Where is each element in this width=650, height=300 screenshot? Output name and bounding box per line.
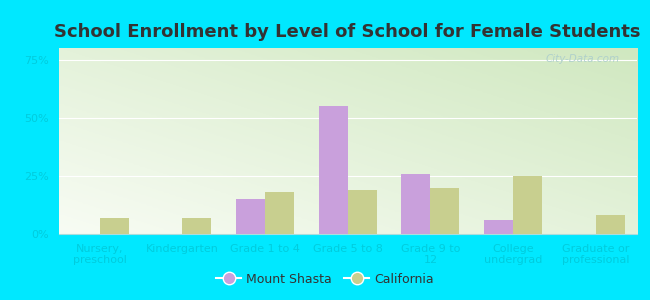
Bar [100, 218, 129, 234]
Bar [430, 188, 460, 234]
Bar [595, 215, 625, 234]
Bar [402, 173, 430, 234]
Title: School Enrollment by Level of School for Female Students: School Enrollment by Level of School for… [55, 23, 641, 41]
Bar [183, 218, 211, 234]
Bar [318, 106, 348, 234]
Text: City-Data.com: City-Data.com [545, 54, 619, 64]
Bar [348, 190, 377, 234]
Legend: Mount Shasta, California: Mount Shasta, California [211, 268, 439, 291]
Bar [265, 192, 294, 234]
Bar [513, 176, 542, 234]
Bar [236, 199, 265, 234]
Bar [484, 220, 513, 234]
